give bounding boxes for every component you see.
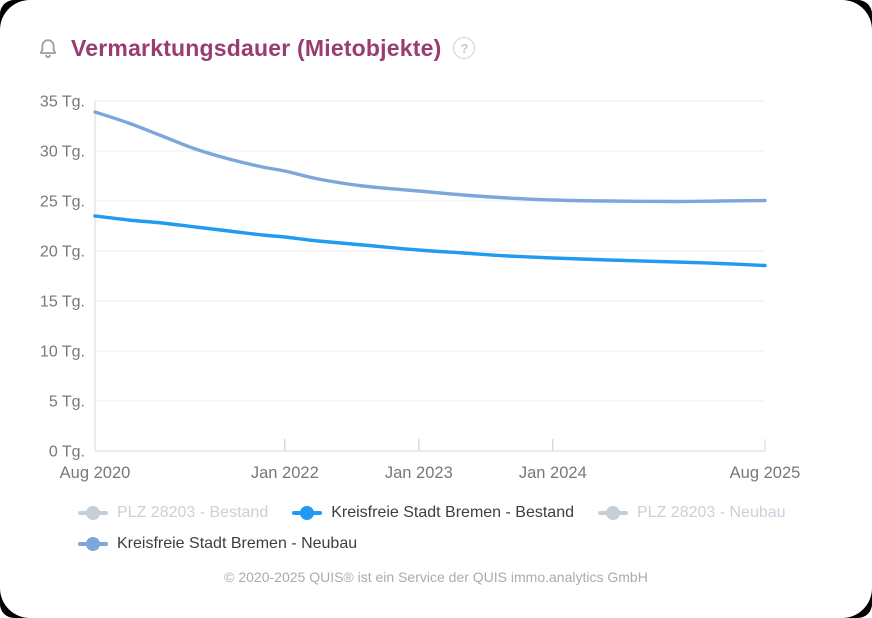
x-axis-label: Aug 2020 (60, 464, 131, 482)
x-axis-label: Jan 2022 (251, 464, 319, 482)
series-line-kreisfreie-stadt-bremen-neubau[interactable] (93, 110, 767, 204)
legend-label: Kreisfreie Stadt Bremen - Bestand (331, 504, 574, 521)
y-axis-label: 30 Tg. (40, 144, 85, 161)
legend-item-bremen-bestand[interactable]: Kreisfreie Stadt Bremen - Bestand (292, 502, 574, 524)
question-mark-icon[interactable]: ? (453, 37, 476, 59)
legend-item-plz28203-neubau[interactable]: PLZ 28203 - Neubau (598, 502, 786, 524)
legend-label: PLZ 28203 - Neubau (637, 504, 786, 521)
x-axis-label: Jan 2023 (385, 464, 453, 482)
x-axis-label: Jan 2024 (519, 464, 587, 482)
bell-icon[interactable] (35, 35, 61, 61)
chart-canvas[interactable]: 0 Tg. 5 Tg. 10 Tg. 15 Tg. 20 Tg. 25 Tg. 30 Tg.… (0, 86, 872, 486)
y-axis-label: 10 Tg. (40, 344, 85, 361)
y-axis-label: 25 Tg. (40, 194, 85, 211)
y-axis-label: 20 Tg. (40, 244, 85, 261)
legend-label: Kreisfreie Stadt Bremen - Neubau (117, 535, 358, 552)
legend-marker (78, 506, 108, 520)
legend-label: PLZ 28203 - Bestand (117, 504, 269, 521)
card-header: Vermarktungsdauer (Mietobjekte) ? (0, 0, 872, 86)
y-axis-label: 15 Tg. (40, 294, 85, 311)
chart-legend: PLZ 28203 - Bestand Kreisfreie Stadt Bre… (78, 502, 832, 555)
series-line-kreisfreie-stadt-bremen-bestand[interactable] (93, 214, 767, 268)
legend-marker (78, 537, 108, 551)
y-axis-label: 0 Tg. (49, 444, 85, 461)
y-axis-label: 5 Tg. (49, 394, 85, 411)
legend-marker (292, 506, 323, 520)
legend-item-plz28203-bestand[interactable]: PLZ 28203 - Bestand (78, 502, 268, 524)
x-axis-label: Aug 2025 (730, 464, 801, 482)
copyright-footer: © 2020-2025 QUIS® ist ein Service der QU… (224, 569, 648, 585)
y-axis-label: 35 Tg. (40, 94, 85, 111)
legend-item-bremen-neubau[interactable]: Kreisfreie Stadt Bremen - Neubau (78, 533, 357, 555)
page-title: Vermarktungsdauer (Mietobjekte) (71, 34, 442, 61)
legend-marker (598, 506, 628, 520)
